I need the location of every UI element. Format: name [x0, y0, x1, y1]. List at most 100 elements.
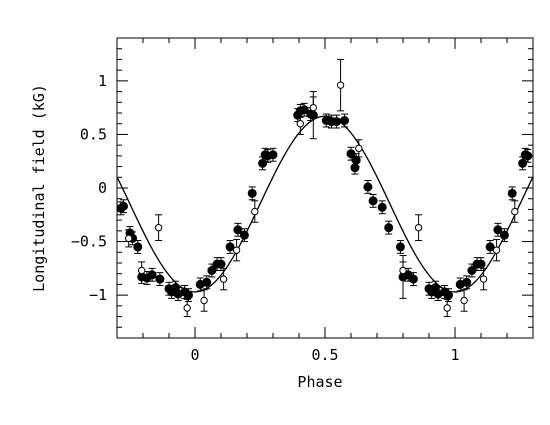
data-point-open — [309, 96, 317, 119]
filled-marker — [384, 223, 394, 233]
data-point-filled — [499, 228, 509, 243]
data-point-open — [200, 289, 208, 312]
data-point-open — [399, 261, 407, 280]
filled-marker — [119, 201, 128, 211]
data-point-filled — [523, 148, 533, 163]
filled-marker — [247, 188, 257, 198]
data-point-filled — [363, 180, 373, 194]
filled-marker — [239, 230, 249, 240]
data-point-filled — [368, 193, 378, 208]
data-point-filled — [155, 272, 165, 286]
data-point-open — [251, 200, 259, 223]
data-point-open — [138, 261, 146, 280]
filled-marker — [523, 151, 533, 161]
plot-frame — [116, 37, 534, 339]
open-marker — [492, 246, 501, 254]
data-point-filled — [233, 222, 243, 237]
filled-marker — [351, 155, 361, 165]
open-marker — [200, 296, 208, 305]
filled-marker — [395, 242, 405, 252]
filled-marker — [444, 290, 453, 300]
filled-marker — [155, 274, 165, 284]
filled-marker — [233, 225, 243, 235]
data-point-open — [183, 298, 191, 318]
data-point-filled — [147, 267, 157, 282]
model-curve — [116, 115, 534, 293]
x-axis-label: Phase — [297, 373, 342, 391]
data-point-open — [154, 214, 163, 241]
data-point-open — [336, 58, 345, 112]
data-point-filled — [332, 114, 342, 129]
data-point-filled — [395, 240, 405, 254]
open-marker — [251, 207, 259, 216]
data-point-filled — [351, 153, 361, 168]
filled-marker — [408, 274, 418, 284]
open-marker — [219, 275, 228, 283]
filled-marker — [147, 270, 157, 280]
data-point-open — [443, 298, 451, 318]
data-point-open — [414, 214, 423, 241]
data-point-filled — [268, 147, 278, 162]
filled-marker — [133, 242, 143, 252]
data-point-open — [219, 267, 228, 291]
data-point-filled — [119, 199, 128, 214]
filled-marker — [184, 290, 193, 300]
open-marker — [399, 266, 407, 275]
y-tick-label: 0.5 — [80, 125, 107, 143]
data-point-filled — [195, 277, 205, 292]
open-marker — [125, 234, 133, 243]
data-point-filled — [462, 275, 472, 290]
filled-marker — [299, 105, 309, 115]
data-point-filled — [247, 186, 257, 201]
y-tick-label: 0 — [98, 179, 107, 197]
x-tick-label: 0.5 — [311, 346, 338, 364]
filled-marker — [216, 259, 226, 269]
x-tick-label: 1 — [450, 346, 459, 364]
filled-marker — [225, 242, 235, 252]
open-marker — [232, 246, 241, 254]
open-marker — [479, 275, 488, 283]
data-point-filled — [493, 222, 503, 237]
open-marker — [296, 120, 304, 128]
filled-marker — [202, 277, 212, 287]
filled-marker — [350, 163, 360, 173]
filled-marker — [462, 277, 472, 287]
filled-marker — [476, 259, 486, 269]
open-marker — [414, 223, 423, 232]
filled-marker — [340, 116, 349, 125]
data-point-open — [125, 229, 133, 248]
data-point-filled — [377, 200, 387, 215]
filled-marker — [499, 230, 509, 240]
open-marker — [138, 266, 146, 275]
data-point-filled — [485, 240, 495, 254]
data-point-filled — [507, 186, 517, 201]
open-marker — [355, 144, 363, 153]
data-point-filled — [225, 240, 235, 254]
data-point-open — [511, 200, 519, 223]
filled-marker — [493, 225, 503, 235]
data-point-open — [355, 139, 363, 158]
data-point-open — [479, 267, 488, 291]
open-marker — [336, 81, 345, 89]
y-tick-label: −0.5 — [71, 233, 107, 251]
data-points — [116, 58, 533, 318]
data-point-filled — [340, 113, 349, 128]
open-marker — [309, 103, 317, 112]
x-tick-label: 0 — [190, 346, 199, 364]
open-marker — [183, 304, 191, 312]
y-tick-label: −1 — [89, 286, 107, 304]
open-marker — [511, 207, 519, 216]
filled-marker — [507, 188, 517, 198]
data-point-open — [492, 238, 501, 262]
filled-marker — [377, 202, 387, 212]
data-point-filled — [433, 287, 443, 301]
open-marker — [154, 223, 163, 232]
data-point-filled — [239, 228, 249, 243]
tick-marks — [116, 37, 534, 339]
data-point-filled — [384, 220, 394, 235]
data-point-open — [296, 112, 304, 135]
filled-marker — [485, 242, 495, 252]
data-point-filled — [299, 102, 309, 117]
data-point-filled — [408, 272, 418, 286]
